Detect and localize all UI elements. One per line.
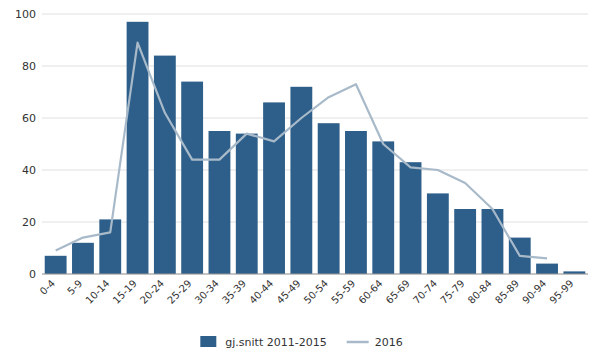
x-axis: 0-4 5-910-1415-1920-2425-2930-3435-3940-4… xyxy=(38,278,576,306)
x-tick-label: 10-14 xyxy=(83,278,111,306)
legend-label: gj.snitt 2011-2015 xyxy=(225,336,326,349)
x-tick-label: 85-89 xyxy=(493,278,521,306)
x-tick-label: 0-4 xyxy=(38,278,57,297)
bar xyxy=(181,82,203,274)
x-tick-label: 25-29 xyxy=(165,278,193,306)
bar xyxy=(154,56,176,274)
chart-svg: 0 20 40 60 80 100 0-4 5-910-1415-1920-2425-2930… xyxy=(0,0,600,360)
bar xyxy=(236,134,258,274)
grid-line xyxy=(42,170,588,171)
legend: gj.snitt 2011-2015 2016 xyxy=(200,336,402,349)
bar xyxy=(72,243,94,274)
x-tick-label: 90-94 xyxy=(520,278,548,306)
x-tick-label: 40-44 xyxy=(247,278,275,306)
bar xyxy=(536,264,558,274)
bar xyxy=(482,209,504,274)
grid-line xyxy=(42,66,588,67)
x-tick-label: 55-59 xyxy=(329,278,357,306)
bar xyxy=(372,141,394,274)
grid-line xyxy=(42,118,588,119)
x-tick-label: 35-39 xyxy=(220,278,248,306)
grid xyxy=(42,14,588,274)
bar xyxy=(263,102,285,274)
x-axis-line xyxy=(42,274,588,275)
x-tick-label: 5-9 xyxy=(65,278,84,297)
x-tick-label: 65-69 xyxy=(384,278,412,306)
legend-swatch xyxy=(200,336,216,347)
x-tick-label: 30-34 xyxy=(193,278,221,306)
y-tick-label: 100 xyxy=(15,8,36,21)
x-tick-label: 45-49 xyxy=(274,278,302,306)
y-tick-label: 80 xyxy=(22,60,36,73)
bar xyxy=(427,193,449,274)
legend-swatch xyxy=(347,341,369,344)
y-axis: 0 20 40 60 80 100 xyxy=(15,8,36,281)
bar xyxy=(345,131,367,274)
y-tick-label: 40 xyxy=(22,164,36,177)
line xyxy=(56,43,547,259)
bar xyxy=(400,162,422,274)
x-tick-label: 75-79 xyxy=(438,278,466,306)
bar xyxy=(290,87,312,274)
x-tick-label: 50-54 xyxy=(302,278,330,306)
bar xyxy=(318,123,340,274)
grid-line xyxy=(42,274,588,275)
grid-line xyxy=(42,222,588,223)
chart-container: 0 20 40 60 80 100 0-4 5-910-1415-1920-2425-2930… xyxy=(0,0,600,360)
grid-line xyxy=(42,14,588,15)
x-tick-label: 70-74 xyxy=(411,278,439,306)
bar xyxy=(45,256,67,274)
y-tick-label: 20 xyxy=(22,216,36,229)
y-tick-label: 0 xyxy=(29,268,36,281)
x-tick-label: 15-19 xyxy=(111,278,139,306)
marks xyxy=(45,22,586,274)
legend-label: 2016 xyxy=(375,336,403,349)
y-tick-label: 60 xyxy=(22,112,36,125)
bar xyxy=(454,209,476,274)
x-tick-label: 60-64 xyxy=(356,278,384,306)
x-tick-label: 20-24 xyxy=(138,278,166,306)
x-tick-label: 95-99 xyxy=(547,278,575,306)
x-tick-label: 80-84 xyxy=(466,278,494,306)
